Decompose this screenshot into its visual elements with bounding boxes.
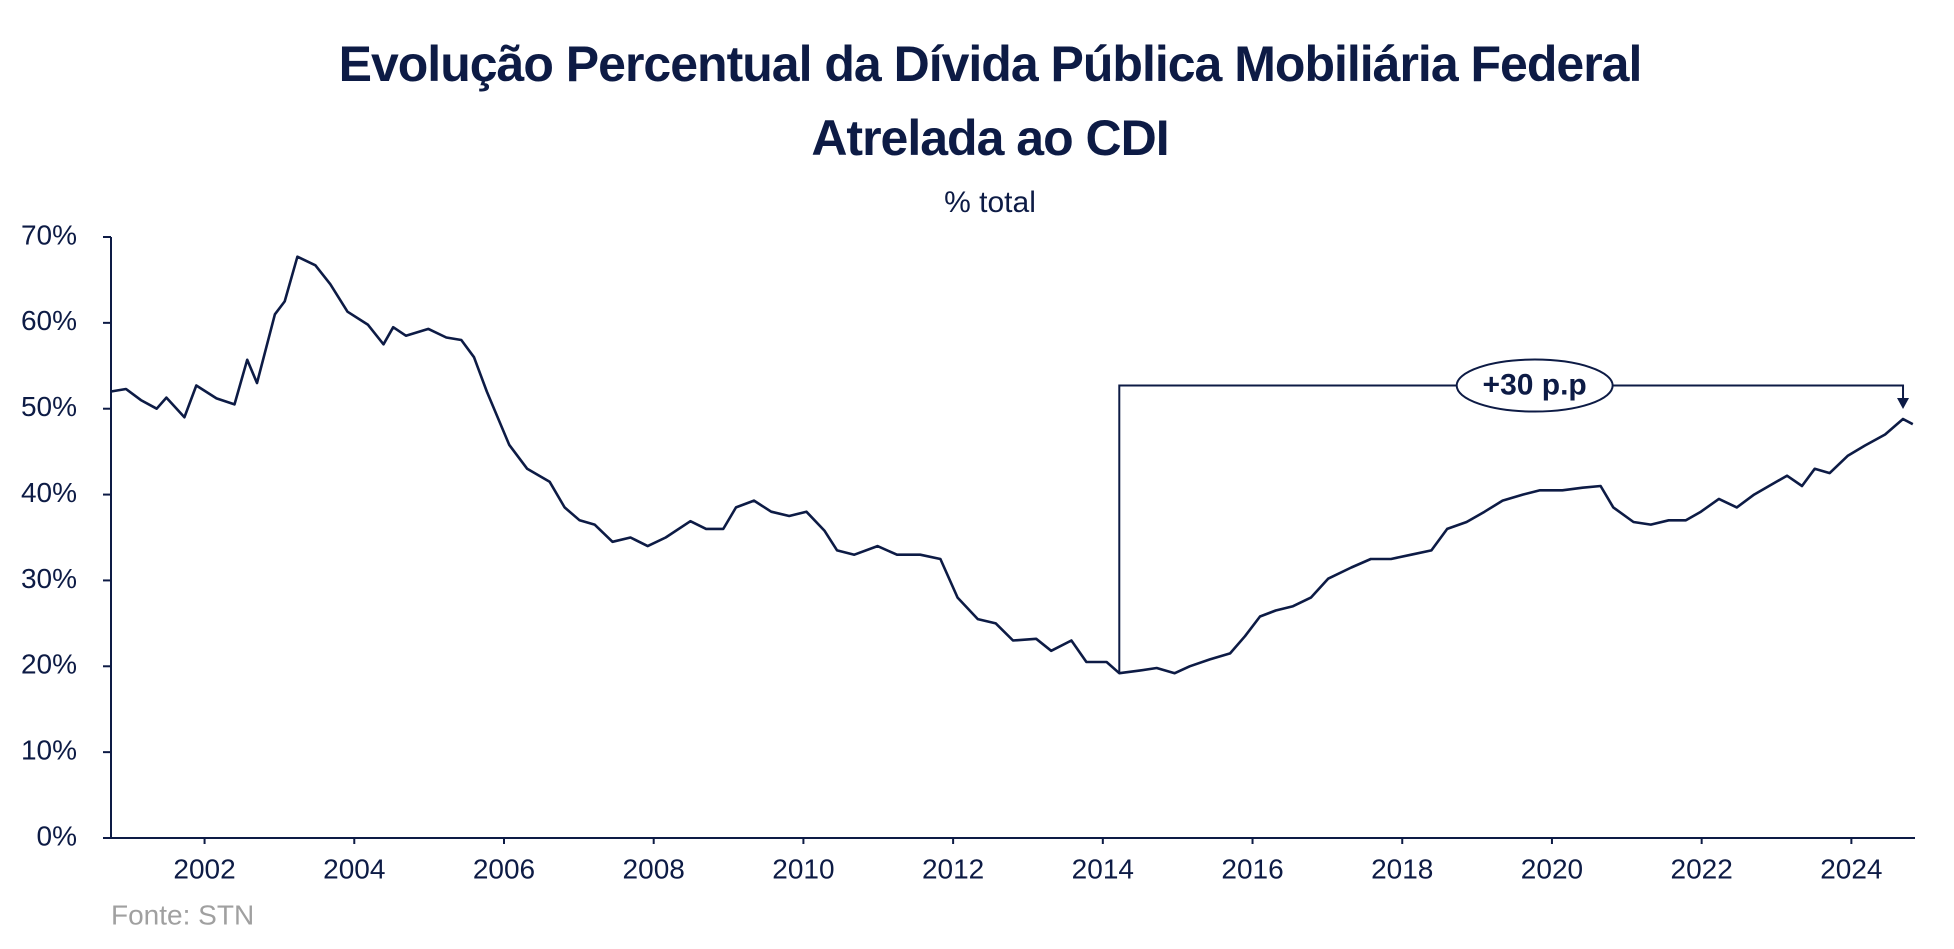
x-tick-label: 2008: [623, 853, 685, 884]
annotation-bracket: [1118, 384, 1905, 674]
y-tick-label: 50%: [21, 391, 77, 422]
y-tick-label: 30%: [21, 563, 77, 594]
y-tick-label: 20%: [21, 649, 77, 680]
x-tick-label: 2024: [1820, 853, 1882, 884]
y-tick-label: 40%: [21, 477, 77, 508]
annotation-box: [1455, 358, 1614, 413]
x-tick-label: 2004: [323, 853, 385, 884]
x-tick-label: 2018: [1371, 853, 1433, 884]
x-tick-label: 2016: [1221, 853, 1283, 884]
x-tick-label: 2010: [772, 853, 834, 884]
y-tick-label: 60%: [21, 305, 77, 336]
y-tick-label: 10%: [21, 735, 77, 766]
y-tick-label: 0%: [37, 820, 77, 851]
chart-title: Atrelada ao CDI: [811, 110, 1168, 166]
x-tick-label: 2006: [473, 853, 535, 884]
annotation-arrow: [1897, 398, 1910, 410]
x-tick-label: 2022: [1671, 853, 1733, 884]
x-tick-label: 2020: [1521, 853, 1583, 884]
x-tick-label: 2014: [1072, 853, 1134, 884]
chart-subtitle: % total: [944, 186, 1036, 219]
annotation-label: +30 p.p: [1483, 368, 1587, 401]
data-line: [110, 255, 1914, 675]
x-tick-label: 2012: [922, 853, 984, 884]
x-tick-label: 2002: [173, 853, 235, 884]
y-tick-label: 70%: [21, 219, 77, 250]
source-note: Fonte: STN: [111, 899, 254, 930]
chart-title: Evolução Percentual da Dívida Pública Mo…: [339, 36, 1642, 92]
